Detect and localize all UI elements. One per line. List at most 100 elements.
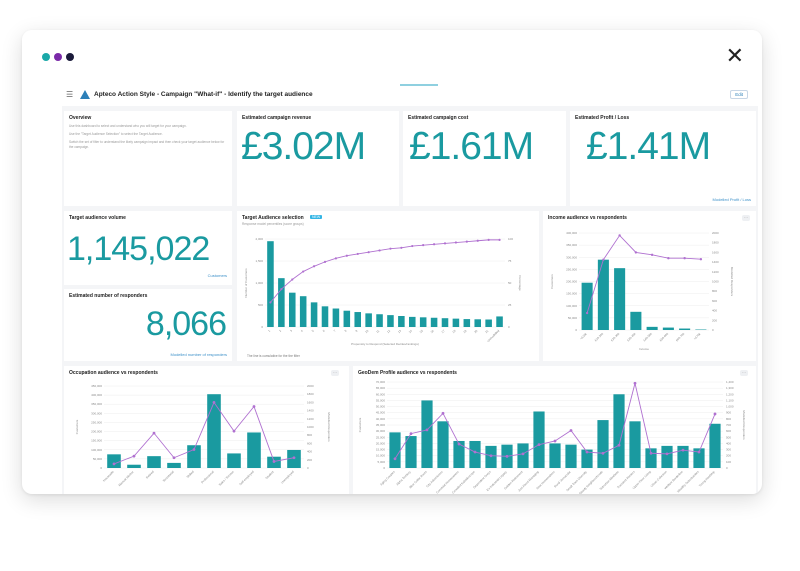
income-panel: Income audience vs respondents ⋯ 400,000… [543,211,756,361]
y-tick-label: 350,000 [566,243,577,247]
kpi-volume-link[interactable]: Customers [207,273,227,278]
overview-line-1: Use this dashboard to select and underst… [69,124,187,128]
y-tick-label: 400,000 [91,393,102,397]
y2-tick-label: 500 [726,435,731,439]
menu-icon[interactable]: ☰ [66,90,74,99]
series-line [270,239,500,303]
y-axis-label: Customers [550,274,554,289]
overview-line-2: Use the "Target Audience Selection" to s… [69,132,163,136]
y2-tick-label: 1,400 [726,380,734,384]
x-tick-label: 8 [344,329,348,333]
x-tick-label: 3 [289,329,293,333]
line-point [683,257,686,260]
y2-tick-label: 1,000 [726,405,734,409]
bar [441,318,449,327]
bar [565,444,577,468]
kpi-volume-value: 1,145,022 [67,230,210,268]
x-tick-label: Self employed [238,470,255,487]
occupation-panel: Occupation audience vs respondents ⋯ 450… [64,366,349,494]
y-tick-label: 50,000 [93,457,103,461]
bar [343,310,351,327]
bar [376,314,383,327]
y2-tick-label: 1400 [712,260,719,264]
line-point [473,450,477,454]
geodem-chart-title: GeoDem Profile audience vs respondents [358,370,457,376]
y2-axis-label: Modelled Responders [742,410,746,440]
y-tick-label: 5,000 [377,460,385,464]
y-tick-label: 300,000 [91,411,102,415]
y2-tick-label: 0 [508,325,510,329]
x-tick-label: Unemployed [280,470,295,485]
kpi-profit-link[interactable]: Modelled Profit / Loss [712,197,751,202]
chart-options-icon[interactable]: ⋯ [331,370,339,376]
target-audience-panel: Target Audience selection NEW Response m… [237,211,539,361]
y-tick-label: 2,000 [255,237,263,241]
chart-options-icon[interactable]: ⋯ [740,370,748,376]
geodem-panel: GeoDem Profile audience vs respondents ⋯… [353,366,756,494]
x-tick-label: 19 [462,329,467,334]
y2-axis-label: Percentage [518,275,522,291]
kpi-profit-value: £1.41M [586,125,711,168]
line-point [699,257,703,261]
x-tick-label: 20 [473,329,478,334]
bar [437,421,449,468]
close-icon[interactable]: ✕ [725,43,744,68]
line-point [432,243,436,246]
line-point [345,254,348,257]
y2-tick-label: 1400 [307,409,314,413]
x-tick-label: Young Hardship [698,470,716,488]
bar [581,449,593,468]
line-point [650,253,654,257]
bar [409,316,416,327]
x-tick-label: £30-40k [626,332,637,343]
y-tick-label: 450,000 [91,384,102,388]
bar [430,317,438,327]
chart-options-icon[interactable]: ⋯ [742,215,750,221]
overview-line-3: Switch the set of filter to understand t… [69,140,225,149]
y-tick-label: 0 [383,466,385,470]
kpi-profit-panel: Estimated Profit / Loss £1.41M Modelled … [570,111,756,206]
app-window: ✕ ☰ Apteco Action Style - Campaign "What… [22,30,762,494]
line-point [465,240,468,243]
line-point [667,257,670,260]
target-chart-subtitle: Response model percentiles (score groups… [242,222,304,226]
income-chart-title: Income audience vs respondents [548,215,627,221]
bar [405,436,417,468]
bar [646,326,658,330]
line-point [602,258,605,261]
target-chart-badge: NEW [310,215,323,219]
window-dot-teal [42,53,50,61]
x-tick-label: 5 [311,329,315,333]
line-point [457,442,461,446]
x-tick-label: Retired [145,470,155,480]
line-point [378,249,381,252]
bar [107,454,121,468]
bar [227,453,241,468]
y-tick-label: 65,000 [376,386,386,390]
line-point [633,381,637,385]
y2-tick-label: 1800 [712,241,719,245]
occupation-chart-title: Occupation audience vs respondents [69,370,158,376]
line-point [192,448,196,451]
line-point [292,456,296,460]
kpi-responders-link[interactable]: Modelled number of responders [170,352,227,357]
line-point [498,238,501,241]
line-point [649,451,653,455]
line-point [665,452,669,456]
bar [597,259,609,330]
line-point [681,448,685,452]
y-tick-label: 50,000 [568,316,578,320]
edit-button[interactable]: Edit [730,90,748,99]
x-tick-label: 11 [375,329,380,334]
y2-tick-label: 1000 [307,425,314,429]
y-tick-label: 20,000 [376,441,386,445]
bar [581,282,593,330]
y-tick-label: 100,000 [566,304,577,308]
bar [630,311,642,330]
x-tick-label: 16 [430,329,435,334]
target-chart-title: Target Audience selection [242,215,304,221]
y2-tick-label: 400 [726,441,731,445]
kpi-responders-value: 8,066 [145,305,227,343]
line-point [411,244,414,248]
x-tick-label: 15 [419,329,424,334]
